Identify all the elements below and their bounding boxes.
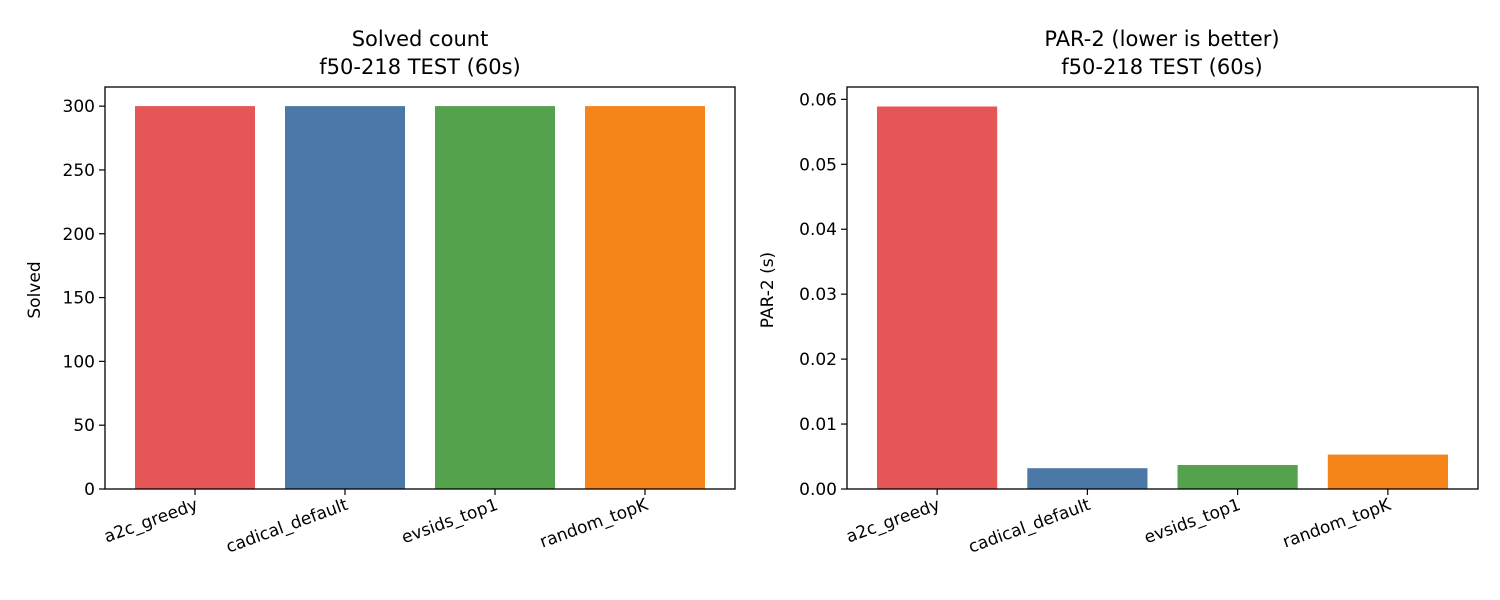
plot-frame (846, 86, 1479, 490)
y-tick-label: 300 (63, 97, 95, 117)
y-tick-label: 50 (73, 416, 95, 436)
x-tick-label: random_topK (537, 495, 651, 553)
y-tick-label: 0.02 (799, 350, 837, 370)
chart-title-line1: Solved count (352, 27, 489, 51)
plot-frame (104, 86, 736, 490)
bar-group (135, 106, 705, 489)
solved-count-chart: Solved count f50-218 TEST (60s) Solved 0… (25, 27, 736, 558)
bar-random-topK (1327, 454, 1448, 489)
bar-a2c-greedy (877, 106, 998, 489)
chart-title-line2: f50-218 TEST (60s) (319, 55, 520, 79)
y-tick-label: 150 (63, 289, 95, 309)
y-tick-label: 0.05 (799, 155, 837, 175)
x-tick-label: a2c_greedy (844, 495, 943, 547)
y-tick-label: 0.01 (799, 415, 837, 435)
bar-a2c-greedy (135, 106, 255, 489)
y-tick-label: 0.04 (799, 220, 837, 240)
y-tick-label: 0.06 (799, 90, 837, 110)
bar-cadical-default (285, 106, 405, 489)
bar-evsids-top1 (1177, 465, 1298, 489)
y-tick-label: 100 (63, 352, 95, 372)
par2-chart: PAR-2 (lower is better) f50-218 TEST (60… (758, 27, 1479, 558)
y-tick-label: 0.03 (799, 285, 837, 305)
y-tick-label: 0 (84, 480, 95, 500)
y-tick-label: 200 (63, 225, 95, 245)
chart-title-line2: f50-218 TEST (60s) (1061, 55, 1262, 79)
bar-group (877, 106, 1448, 489)
y-ticks: 0.00 0.01 0.02 0.03 0.04 0.05 0.06 (799, 90, 847, 500)
y-axis-label: Solved (25, 261, 45, 318)
chart-title-line1: PAR-2 (lower is better) (1044, 27, 1279, 51)
x-tick-label: random_topK (1280, 495, 1394, 553)
bar-random-topK (585, 106, 705, 489)
x-tick-label: cadical_default (966, 495, 1094, 558)
y-tick-label: 0.00 (799, 480, 837, 500)
x-ticks: a2c_greedy cadical_default evsids_top1 rand… (844, 489, 1394, 558)
x-tick-label: a2c_greedy (102, 495, 201, 547)
y-tick-label: 250 (63, 161, 95, 181)
x-tick-label: cadical_default (224, 495, 352, 558)
bar-cadical-default (1027, 468, 1148, 489)
y-ticks: 0 50 100 150 200 250 300 (63, 97, 105, 500)
x-tick-label: evsids_top1 (1142, 495, 1244, 548)
x-ticks: a2c_greedy cadical_default evsids_top1 rand… (102, 489, 651, 558)
x-tick-label: evsids_top1 (399, 495, 501, 548)
bar-evsids-top1 (435, 106, 555, 489)
y-axis-label: PAR-2 (s) (758, 252, 778, 328)
